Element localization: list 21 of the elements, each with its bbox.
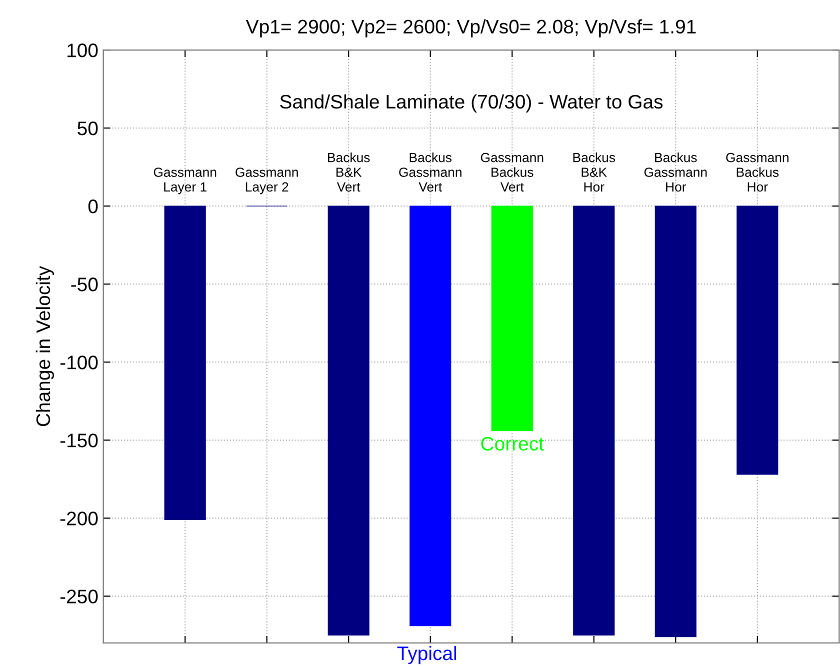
y-tick-label: 100 [68, 43, 98, 58]
y-axis-title: Change in Velocity [36, 266, 54, 426]
text: Sand/Shale Laminate (70/30) - Water to Gas [280, 94, 663, 112]
x-tick-label: Backus Gassmann Hor [644, 152, 707, 192]
x-tick-label: Gassmann Backus Hor [726, 152, 788, 192]
y-tick-label: 50 [78, 122, 98, 136]
chart-title: Vp1= 2900; Vp2= 2600; Vp/Vs0= 2.08; Vp/Vsf= 1.91 [246, 19, 696, 38]
x-tick-label: Backus B&K Vert [328, 152, 370, 192]
y-tick-label: -100 [60, 356, 98, 370]
y-tick-label: -250 [60, 590, 98, 604]
x-tick-label: Backus B&K Hor [573, 152, 616, 192]
y-tick-label: -200 [60, 512, 98, 526]
x-tick-label: Gassmann Backus Vert [480, 152, 544, 192]
text: Typical [397, 646, 456, 664]
y-tick-label: -50 [71, 278, 98, 292]
annotation: Correct [481, 436, 544, 451]
y-tick-label: -150 [60, 434, 98, 448]
x-tick-label: Gassmann Layer 2 [236, 168, 298, 194]
x-tick-label: Gassmann Layer 1 [154, 168, 216, 194]
x-tick-label: Backus Gassmann Vert [399, 152, 462, 192]
y-tick-label: 0 [88, 200, 98, 214]
